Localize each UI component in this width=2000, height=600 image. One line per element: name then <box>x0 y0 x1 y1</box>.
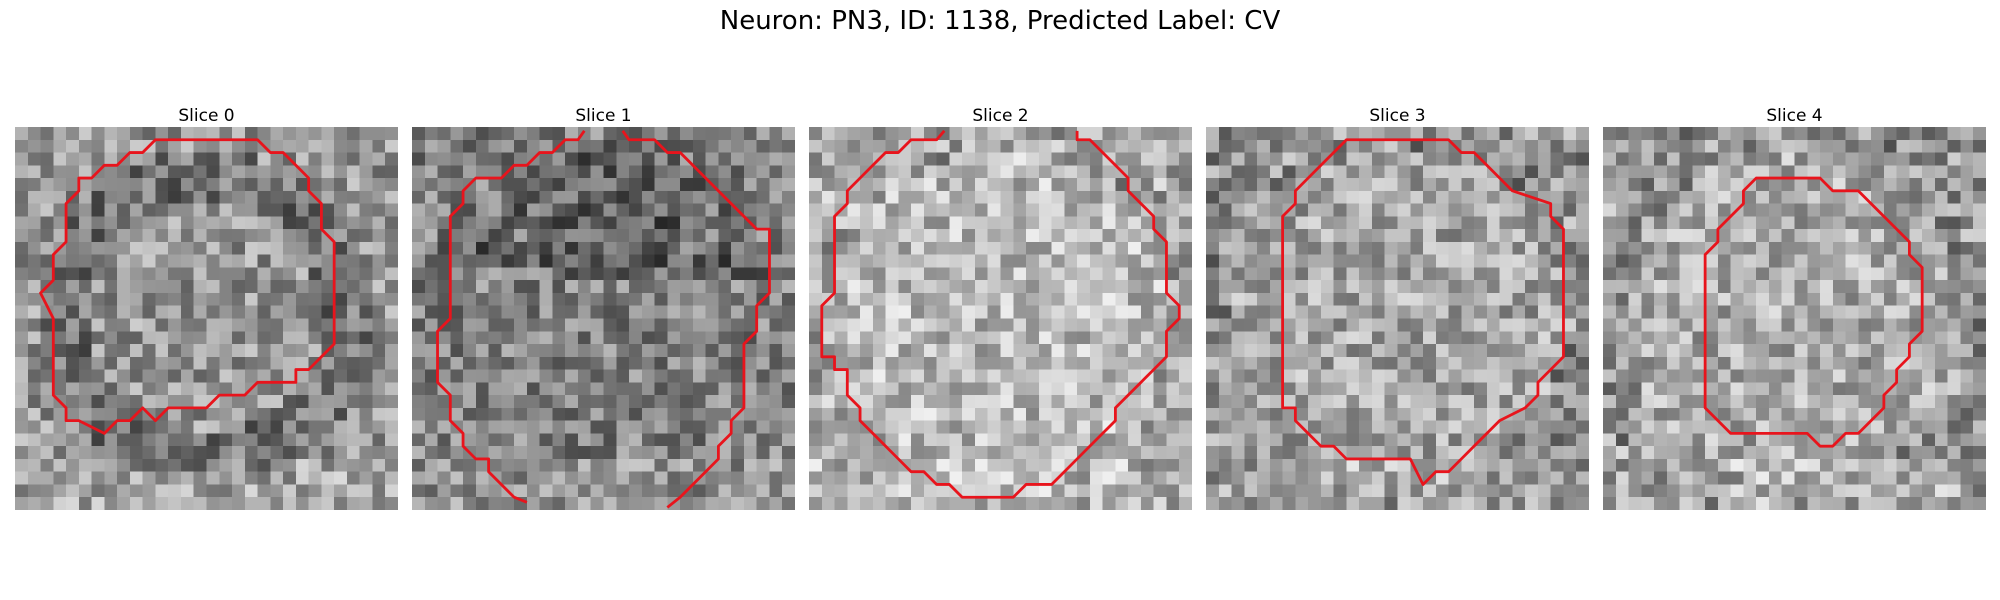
slice-image <box>1603 127 1986 510</box>
slice-image <box>809 127 1192 510</box>
grayscale-pixels <box>1206 127 1589 510</box>
slice-title: Slice 0 <box>178 106 235 126</box>
contour-line <box>39 138 336 435</box>
slice-panel-0: Slice 0 <box>15 105 398 510</box>
figure-title: Neuron: PN3, ID: 1138, Predicted Label: … <box>719 6 1281 36</box>
slice-title: Slice 3 <box>1369 106 1426 126</box>
grayscale-pixels <box>809 127 1192 510</box>
slice-title: Slice 1 <box>575 106 632 126</box>
slice-panel-1: Slice 1 <box>412 105 795 510</box>
slice-image <box>15 127 398 510</box>
slice-panel-3: Slice 3 <box>1206 105 1589 510</box>
slice-title: Slice 4 <box>1766 106 1823 126</box>
contour-line <box>621 130 771 509</box>
slice-panel-4: Slice 4 <box>1603 105 1986 510</box>
slice-panel-2: Slice 2 <box>809 105 1192 510</box>
grayscale-pixels <box>15 127 398 510</box>
contour-line <box>1703 176 1924 448</box>
grayscale-pixels <box>1603 127 1986 510</box>
contour-line <box>436 130 586 504</box>
slice-image <box>1206 127 1589 510</box>
slice-title: Slice 2 <box>972 106 1029 126</box>
contour-line <box>820 129 1181 499</box>
slice-image <box>412 127 795 510</box>
contour-line <box>1281 138 1565 486</box>
